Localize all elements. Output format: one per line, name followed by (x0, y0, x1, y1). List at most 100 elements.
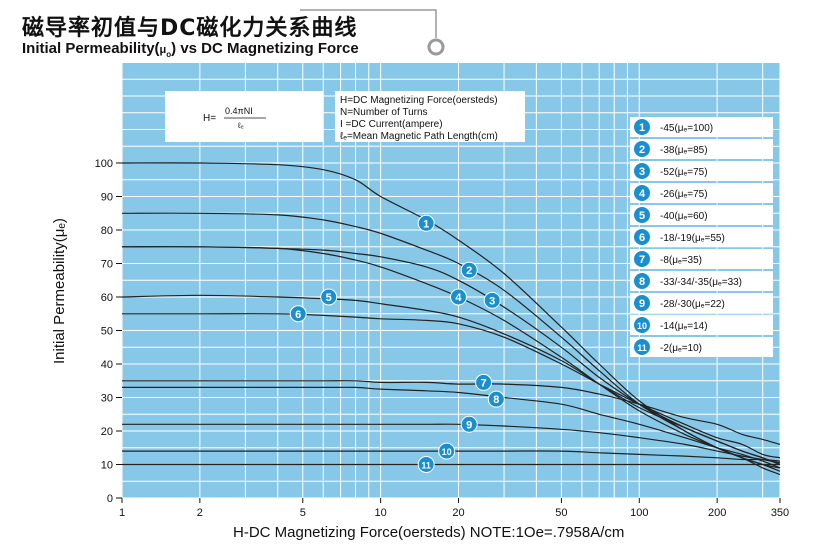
legend-badge-number: 3 (639, 166, 645, 178)
definition-box: H=DC Magnetizing Force(oersteds) N=Numbe… (335, 91, 525, 142)
y-tick-label: 50 (101, 326, 113, 338)
legend-badge-number: 2 (639, 144, 645, 156)
x-tick-label: 350 (771, 507, 789, 519)
x-tick-label: 5 (300, 507, 306, 519)
legend-badge (634, 251, 650, 267)
curve-5 (121, 294, 781, 466)
curve-label-circle (475, 373, 493, 391)
legend-item-bg (630, 117, 773, 137)
curve-label-circle (417, 456, 435, 473)
legend-label: -33/-34/-35(μₑ=33) (660, 277, 742, 288)
legend-item-5: 5 -40(μₑ=60) (630, 205, 773, 225)
legend-label: -52(μₑ=75) (660, 167, 708, 178)
curve-label-number: 10 (442, 447, 452, 457)
curve-label-circle (483, 291, 501, 309)
chart-title-chinese: 磁导率初值与DC磁化力关系曲线 (22, 16, 358, 41)
title-en-suffix: ) vs DC Magnetizing Force (171, 40, 359, 57)
frame-line (300, 9, 437, 38)
curve-label-9: 9 (460, 415, 478, 433)
formula-numerator: 0.4πNI (225, 106, 253, 116)
legend-badge (634, 163, 650, 179)
y-tick-label: 20 (101, 426, 113, 438)
curve-label-circle (487, 390, 505, 408)
legend-item-bg (630, 205, 773, 225)
tick-labels-group: 0 10 20 30 40 50 60 70 80 90 100 1 2 5 10 20 50 100 200 350 (95, 158, 790, 519)
curve-label-number: 7 (481, 377, 487, 389)
formula-denominator: ℓₑ (237, 121, 244, 130)
curve-label-4: 4 (449, 288, 467, 306)
x-tick-label: 2 (197, 507, 203, 519)
legend-badge-number: 8 (639, 276, 645, 288)
curve-labels-group: 1 2 3 4 5 6 78 9 10 11 (289, 214, 505, 473)
legend-badge-number: 11 (637, 343, 647, 353)
curve-label-1: 1 (417, 214, 435, 232)
curve-label-number: 5 (326, 292, 332, 304)
legend-label: -26(μₑ=75) (660, 189, 708, 200)
legend-label: -14(μₑ=14) (660, 321, 708, 332)
curve-label-circle (289, 305, 307, 323)
formula-lhs: H= (203, 113, 216, 124)
curve-label-circle (460, 415, 478, 433)
legend-badge-number: 9 (639, 298, 645, 310)
legend-badge (634, 317, 650, 333)
curve-7 (122, 380, 781, 445)
y-tick-label: 90 (101, 192, 113, 204)
definition-h: H=DC Magnetizing Force(oersteds) (340, 95, 498, 106)
legend-item-10: 10 -14(μₑ=14) (630, 315, 773, 335)
x-axis-label: H-DC Magnetizing Force(oersteds) NOTE:1O… (233, 524, 624, 541)
legend-badge (634, 339, 650, 355)
curve-label-8: 8 (487, 390, 505, 408)
curve-label-number: 8 (493, 394, 499, 406)
frame-decoration (300, 9, 445, 56)
legend-label: -18/-19(μₑ=55) (660, 233, 725, 244)
legend-item-bg (630, 183, 773, 203)
chart-title-english: Initial Permeability(μo) vs DC Magnetizi… (22, 40, 359, 59)
curve-label-2: 2 (460, 261, 478, 279)
legend-item-bg (630, 139, 773, 159)
x-tick-label: 200 (708, 507, 726, 519)
y-tick-label: 40 (101, 359, 113, 371)
legend-item-bg (630, 337, 773, 357)
definition-i: I =DC Current(ampere) (340, 119, 443, 130)
legend-badge-number: 7 (639, 254, 645, 266)
legend-item-bg (630, 271, 773, 291)
legend-item-bg (630, 227, 773, 247)
curve-label-circle (320, 288, 338, 306)
curve-label-3: 3 (483, 291, 501, 309)
legend-label: -40(μₑ=60) (660, 211, 708, 222)
legend-badge (634, 141, 650, 157)
definition-n: N=Number of Turns (340, 107, 428, 118)
y-tick-label: 80 (101, 225, 113, 237)
title-en-subscript: o (166, 50, 172, 59)
legend-item-4: 4 -26(μₑ=75) (630, 183, 773, 203)
curve-label-number: 6 (295, 309, 301, 321)
legend-label: -28/-30(μₑ=22) (660, 299, 725, 310)
legend-badge (634, 229, 650, 245)
y-tick-label: 10 (101, 460, 113, 472)
legend-label: -2(μₑ=10) (660, 343, 702, 354)
x-tick-label: 20 (452, 507, 464, 519)
axes-group (116, 162, 781, 503)
legend: 1 -45(μₑ=100) 2 -38(μₑ=85) 3 -52(μₑ=75) 4 -26(μ… (630, 117, 773, 357)
y-tick-label: 100 (95, 158, 113, 170)
curve-label-number: 4 (455, 292, 462, 304)
y-tick-label: 70 (101, 259, 113, 271)
legend-badge-number: 5 (639, 210, 645, 222)
curve-label-number: 3 (489, 295, 495, 307)
curve-label-number: 2 (466, 265, 472, 277)
legend-badge (634, 207, 650, 223)
legend-badge (634, 119, 650, 135)
curve-label-circle (438, 442, 456, 460)
legend-item-8: 8 -33/-34/-35(μₑ=33) (630, 271, 773, 291)
curve-label-7: 7 (475, 373, 493, 391)
y-axis-label: Initial Permeability(μₑ) (51, 218, 68, 364)
x-tick-label: 50 (555, 507, 567, 519)
curve-label-number: 1 (423, 218, 429, 230)
curve-label-6: 6 (289, 305, 307, 323)
legend-item-2: 2 -38(μₑ=85) (630, 139, 773, 159)
legend-label: -38(μₑ=85) (660, 145, 708, 156)
legend-badge-number: 4 (639, 188, 646, 200)
x-tick-label: 1 (119, 507, 125, 519)
frame-circle (427, 38, 445, 56)
